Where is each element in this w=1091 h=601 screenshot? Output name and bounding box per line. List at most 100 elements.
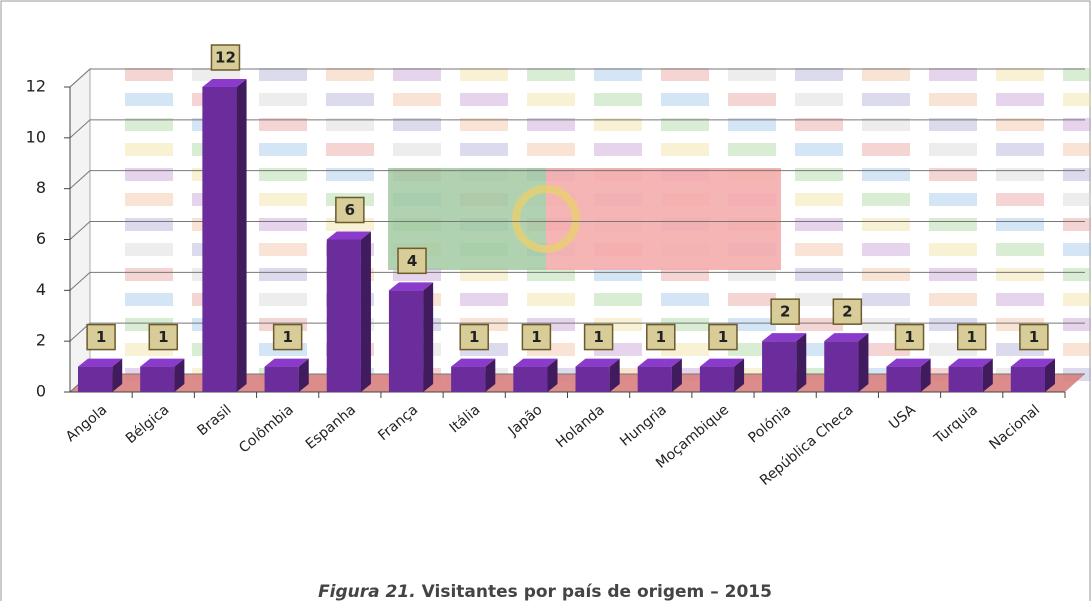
x-tick-label: Bélgica (123, 402, 172, 447)
flag (862, 293, 910, 306)
flag (1063, 143, 1091, 156)
flag (1063, 168, 1091, 181)
flag (1063, 293, 1091, 306)
flag (728, 93, 776, 106)
flag (996, 268, 1044, 281)
x-tick-label: Turquia (931, 402, 981, 448)
flag (661, 143, 709, 156)
value-label: 1 (1029, 328, 1039, 346)
flag (527, 93, 575, 106)
flag (728, 293, 776, 306)
flag (527, 68, 575, 81)
value-label: 1 (158, 328, 168, 346)
flag (661, 293, 709, 306)
flag (259, 218, 307, 231)
x-tick-label: Nacional (986, 402, 1043, 453)
flag (1063, 343, 1091, 356)
bar-front (949, 367, 983, 392)
flag (1063, 318, 1091, 331)
bar-front (327, 240, 361, 393)
y-tick-label: 12 (26, 77, 46, 96)
flag (259, 243, 307, 256)
flag (1063, 193, 1091, 206)
x-tick-label: Brasil (194, 402, 234, 439)
flag (259, 293, 307, 306)
flag (125, 218, 173, 231)
bar-front (762, 341, 796, 392)
value-label: 2 (780, 303, 790, 321)
flag (795, 93, 843, 106)
x-tick-label: Espanha (303, 402, 359, 453)
flag (259, 68, 307, 81)
value-label: 1 (593, 328, 603, 346)
flag (393, 143, 441, 156)
flag (795, 218, 843, 231)
value-label: 12 (215, 49, 236, 67)
value-label: 1 (967, 328, 977, 346)
flag (460, 68, 508, 81)
flag (326, 68, 374, 81)
bar-front (886, 367, 920, 392)
bar-front (700, 367, 734, 392)
x-tick-label: Colômbia (236, 402, 297, 457)
flag (1063, 243, 1091, 256)
page: 024681012Angola1Bélgica1Brasil12Colômbia… (0, 0, 1091, 601)
chart: 024681012Angola1Bélgica1Brasil12Colômbia… (0, 0, 1091, 601)
flag (728, 68, 776, 81)
caption: Figura 21.Visitantes por país de origem … (318, 582, 772, 601)
flag (929, 193, 977, 206)
flag (259, 93, 307, 106)
x-tick-label: USA (886, 402, 919, 433)
flag (125, 293, 173, 306)
x-tick-label: França (375, 402, 421, 444)
flag (326, 93, 374, 106)
flag (996, 243, 1044, 256)
y-tick-label: 10 (26, 127, 46, 146)
flag (661, 93, 709, 106)
flag (996, 193, 1044, 206)
x-tick-label: Holanda (553, 402, 608, 451)
flag (1063, 218, 1091, 231)
bar-side (423, 282, 433, 392)
bar-front (265, 367, 299, 392)
flag (929, 143, 977, 156)
flag (929, 293, 977, 306)
flag (125, 268, 173, 281)
flag (460, 143, 508, 156)
x-tick-label: Angola (63, 402, 110, 445)
flag (527, 293, 575, 306)
bar-side (237, 79, 247, 392)
flag (996, 218, 1044, 231)
flag (795, 143, 843, 156)
flag (125, 193, 173, 206)
bar-front (513, 367, 547, 392)
flag (862, 93, 910, 106)
value-label: 1 (904, 328, 914, 346)
flag (929, 218, 977, 231)
flag (929, 268, 977, 281)
flag (661, 68, 709, 81)
flag (996, 68, 1044, 81)
flag (594, 68, 642, 81)
value-label: 1 (469, 328, 479, 346)
flag (546, 168, 781, 270)
flag (862, 168, 910, 181)
flag (393, 68, 441, 81)
flag (862, 143, 910, 156)
x-tick-label: Itália (447, 402, 484, 436)
flag (259, 143, 307, 156)
bar-front (140, 367, 174, 392)
flag (594, 293, 642, 306)
flag (929, 168, 977, 181)
flag (862, 68, 910, 81)
x-tick-label: Hungria (617, 402, 670, 450)
flag (125, 168, 173, 181)
flag (795, 168, 843, 181)
flag (1063, 93, 1091, 106)
y-tick-label: 6 (36, 229, 46, 248)
y-tick-label: 2 (36, 331, 46, 350)
bar-front (575, 367, 609, 392)
flag (259, 268, 307, 281)
value-label: 4 (407, 252, 417, 270)
flag (125, 143, 173, 156)
